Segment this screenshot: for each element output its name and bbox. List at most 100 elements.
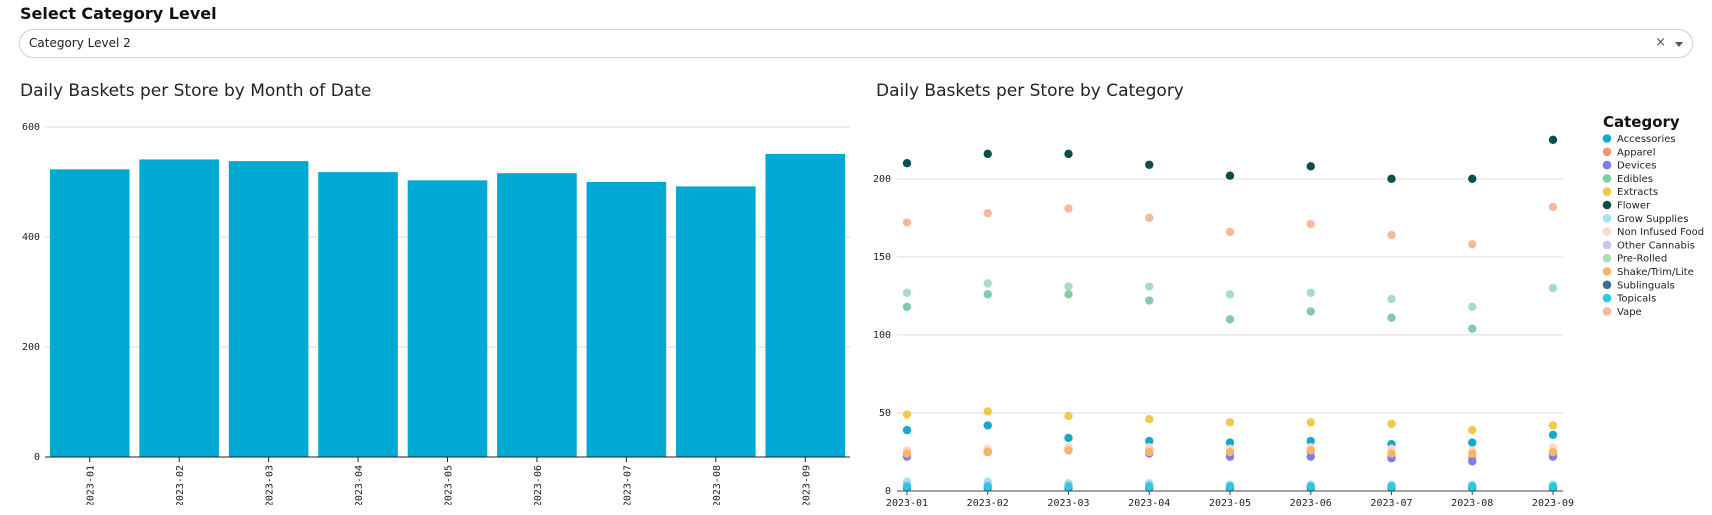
scatter-chart: 0 50 100 150 200 2023-01 2023-02 2023-03 2023-04…: [873, 113, 1704, 509]
legend-label: Devices: [1617, 161, 1656, 172]
bar: [586, 182, 667, 457]
scatter-point: [983, 290, 992, 299]
y-tick-label: 0: [885, 486, 891, 497]
scatter-point: [1145, 415, 1154, 424]
scatter-point: [1225, 418, 1235, 427]
scatter-point: [1064, 482, 1073, 491]
legend-marker: [1602, 253, 1612, 263]
legend-label: Apparel: [1617, 147, 1656, 158]
x-tick-label: 2023-08: [1451, 498, 1493, 509]
scatter-point: [1225, 315, 1235, 324]
scatter-point: [1064, 411, 1073, 421]
y-tick-label: 150: [873, 252, 891, 263]
scatter-point: [1064, 204, 1073, 213]
y-tick-label: 400: [22, 232, 40, 243]
x-tick-label: 2023-04: [1128, 498, 1170, 509]
scatter-point: [1306, 219, 1315, 229]
bar: [228, 161, 309, 457]
scatter-point: [1387, 482, 1396, 491]
scatter-point: [1145, 447, 1154, 457]
scatter-point: [902, 288, 912, 297]
legend-label: Topicals: [1616, 294, 1656, 305]
scatter-point: [1468, 449, 1477, 458]
scatter-point: [983, 421, 992, 430]
x-tick-label: 2023-02: [175, 465, 186, 505]
scatter-point: [902, 482, 912, 491]
x-tick-label: 2023-01: [86, 465, 97, 505]
legend-marker: [1602, 280, 1612, 290]
x-tick-label: 2023-04: [354, 465, 365, 505]
scatter-point: [983, 482, 992, 491]
y-tick-label: 50: [879, 408, 891, 419]
x-tick-label: 2023-09: [1532, 498, 1574, 509]
legend-label: Flower: [1617, 201, 1651, 212]
scatter-point: [1548, 135, 1558, 145]
scatter-point: [1468, 482, 1477, 491]
clear-icon[interactable]: ×: [1655, 35, 1666, 50]
y-tick-label: 200: [873, 174, 891, 185]
scatter-point: [983, 279, 992, 288]
legend-marker: [1602, 240, 1612, 250]
x-tick-label: 2023-01: [886, 498, 928, 509]
scatter-point: [1468, 457, 1477, 466]
scatter-point: [1064, 149, 1073, 159]
scatter-point: [1468, 240, 1477, 249]
legend-label: Vape: [1617, 307, 1642, 318]
scatter-point: [1548, 447, 1558, 457]
bar: [139, 159, 219, 457]
scatter-point: [1306, 452, 1315, 461]
scatter-point: [1468, 425, 1477, 435]
legend-marker: [1602, 160, 1612, 170]
bar: [318, 172, 398, 457]
legend-marker: [1602, 293, 1612, 303]
y-tick-label: 0: [34, 452, 40, 463]
scatter-point: [1387, 419, 1396, 429]
scatter-point: [1306, 418, 1315, 427]
legend-label: Grow Supplies: [1617, 214, 1688, 225]
legend-marker: [1602, 174, 1612, 183]
scatter-point: [1387, 174, 1396, 184]
x-tick-label: 2023-06: [533, 465, 544, 505]
scatter-point: [902, 159, 912, 168]
scatter-point: [1145, 160, 1154, 169]
legend-title: Category: [1603, 113, 1680, 131]
bar: [676, 186, 756, 457]
dropdown-selected-value: Category Level 2: [29, 36, 131, 50]
scatter-point: [1225, 171, 1235, 180]
bar: [497, 173, 577, 457]
bar: [765, 153, 846, 457]
legend-marker: [1602, 187, 1612, 196]
x-tick-label: 2023-05: [444, 465, 455, 505]
legend-label: Pre-Rolled: [1617, 254, 1667, 265]
scatter-point: [983, 149, 992, 159]
x-tick-label: 2023-07: [622, 465, 633, 505]
scatter-point: [1387, 294, 1396, 304]
scatter-point: [1468, 324, 1477, 333]
x-tick-label: 2023-08: [712, 465, 723, 505]
category-level-dropdown[interactable]: Category Level 2 ×: [19, 29, 1693, 58]
scatter-point: [1548, 421, 1558, 430]
legend-marker: [1602, 214, 1612, 223]
scatter-point: [1548, 430, 1558, 440]
legend-label: Non Infused Food: [1617, 227, 1704, 238]
scatter-point: [1548, 482, 1558, 491]
legend-marker: [1602, 134, 1612, 143]
scatter-point: [1225, 290, 1235, 299]
scatter-point: [1468, 302, 1477, 312]
scatter-point: [1306, 162, 1315, 171]
scatter-point: [1225, 227, 1235, 237]
chevron-down-icon[interactable]: [1675, 42, 1683, 47]
scatter-point: [1145, 482, 1154, 491]
y-tick-label: 100: [873, 330, 891, 341]
scatter-point: [983, 407, 992, 416]
scatter-point: [1387, 230, 1396, 240]
scatter-point: [1306, 307, 1315, 316]
scatter-point: [1387, 313, 1396, 322]
legend-label: Other Cannabis: [1617, 240, 1695, 251]
scatter-point: [902, 425, 912, 435]
x-tick-label: 2023-03: [265, 465, 276, 505]
scatter-point: [902, 410, 912, 419]
scatter-point: [1064, 433, 1073, 443]
legend-marker: [1602, 200, 1612, 210]
legend-marker: [1602, 267, 1612, 276]
